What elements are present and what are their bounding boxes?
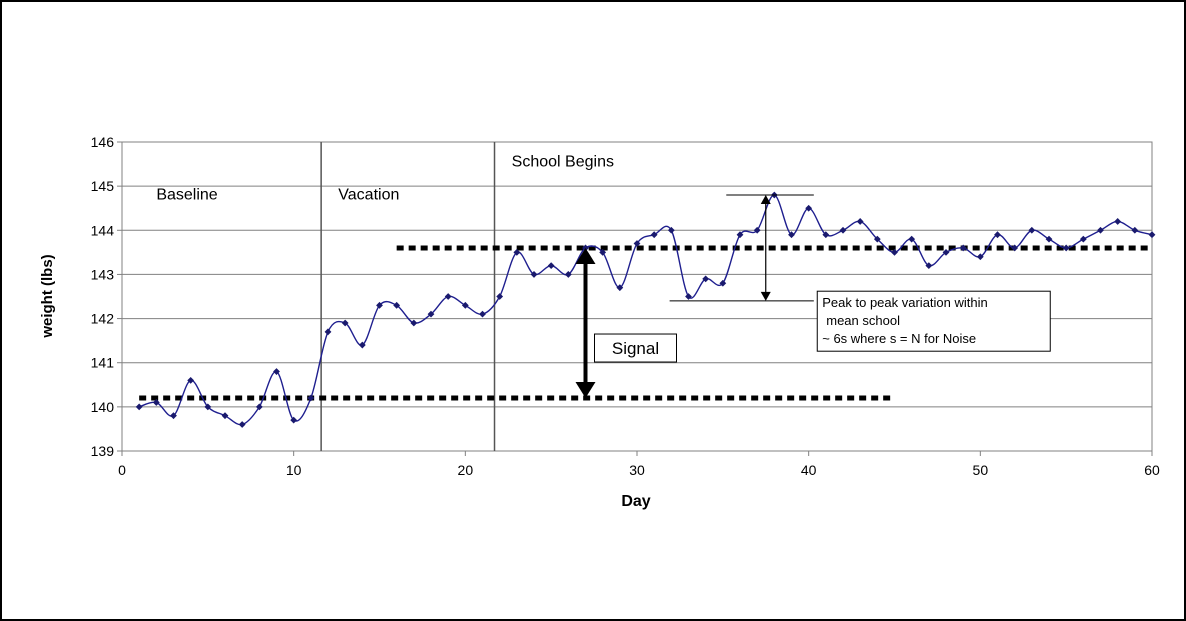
peak-note-box [816,290,1051,352]
data-point [908,235,916,243]
y-tick-label: 146 [91,134,115,150]
data-point [187,376,195,384]
y-tick-label: 142 [91,311,115,327]
y-tick-label: 144 [91,222,115,238]
x-tick-label: 40 [801,462,817,478]
data-point [942,248,950,256]
data-point [393,301,401,309]
data-point [221,412,229,420]
y-tick-label: 139 [91,443,115,459]
data-point [479,310,486,318]
data-point [290,416,298,424]
signal-arrowhead-down [575,382,596,399]
annotations: Signal Peak to peak variation within mean … [575,194,1051,399]
data-point [513,248,521,256]
data-point [324,328,332,336]
y-axis-label: weight (lbs) [39,254,56,338]
data-point [238,421,246,428]
signal-label-box [594,333,677,363]
data-point [1148,231,1156,239]
data-point [341,319,349,327]
x-tick-label: 0 [118,462,126,478]
peak-note-line: mean school [826,313,900,328]
data-point [788,231,795,239]
data-point [753,226,761,234]
data-point [839,226,847,234]
data-point [650,231,658,239]
x-tick-label: 60 [1144,462,1160,478]
data-point [822,231,830,239]
y-tick-label: 145 [91,178,115,194]
phase-label: School Begins [512,153,614,170]
data-point [135,403,143,411]
data-point [599,248,607,256]
data-point [891,248,898,256]
x-tick-label: 50 [973,462,989,478]
data-point [358,341,366,349]
x-axis-label: Day [621,493,650,510]
data-point [873,235,881,243]
data-point [1028,226,1036,234]
data-point [307,394,315,402]
phase-label: Vacation [338,186,399,203]
y-tick-label: 141 [91,355,115,371]
data-point [959,244,967,252]
data-point [1062,244,1070,252]
signal-label: Signal [612,339,659,358]
x-tick-label: 20 [458,462,474,478]
data-point [633,240,641,247]
data-point [427,310,435,318]
data-point [152,399,160,406]
data-point [1114,218,1122,225]
data-point [1045,235,1053,243]
phase-label: Baseline [156,186,217,203]
weight-series [135,191,1156,428]
data-point [530,271,538,278]
x-tick-label: 10 [286,462,302,478]
x-tick-label: 30 [629,462,645,478]
data-point [994,231,1001,239]
y-tick-label: 143 [91,266,115,282]
peak-note-line: Peak to peak variation within [822,295,987,310]
data-point [444,293,452,300]
data-point [564,271,572,278]
data-point [204,403,212,411]
data-point [616,284,624,292]
data-point [461,301,469,309]
y-tick-label: 140 [91,399,115,415]
data-point [925,262,933,269]
data-point [376,301,383,309]
data-point [255,403,263,411]
data-point [547,262,555,269]
data-point [170,412,177,420]
data-point [496,293,504,300]
data-point [667,226,675,234]
peak-arrowhead-down [760,291,771,301]
data-point [1131,226,1139,234]
peak-note-line: ~ 6s where s = N for Noise [822,331,976,346]
data-point [856,218,864,225]
data-point [410,319,418,327]
plot-area: Baseline Vacation School Begins Signal Peak… [121,141,1156,452]
peak-arrowhead-up [760,194,771,204]
x-axis-ticks: 0 10 20 30 40 50 60 [118,451,1160,478]
data-point [1097,226,1104,234]
data-point [736,231,744,239]
mean-lines [139,245,1152,401]
y-axis-ticks: 139 140 141 142 143 144 145 146 [91,134,122,459]
data-point [805,204,813,212]
data-point [976,253,984,261]
data-point [273,368,280,375]
data-point [1079,235,1087,243]
signal-arrowhead-up [575,247,596,264]
data-point [702,275,710,283]
data-point [719,279,727,287]
data-point [685,293,692,300]
data-point [1011,244,1019,252]
